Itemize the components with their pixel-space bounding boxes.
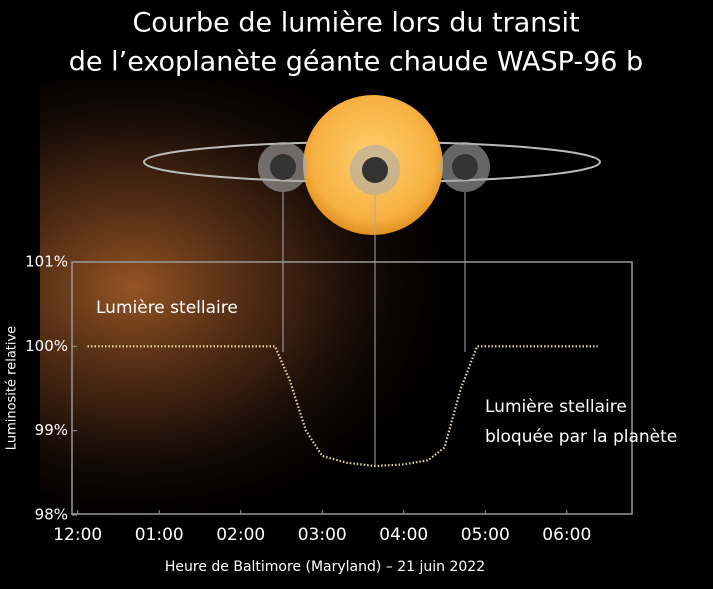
y-tick-label: 101%	[25, 253, 68, 271]
annotation: Lumière stellaire	[96, 298, 238, 318]
x-axis-label: Heure de Baltimore (Maryland) – 21 juin …	[165, 559, 485, 575]
y-tick-label: 100%	[25, 337, 68, 355]
y-axis-label: Luminosité relative	[5, 326, 20, 450]
planets	[258, 142, 490, 195]
x-tick-label: 04:00	[379, 525, 428, 545]
chart-title: Courbe de lumière lors du transit	[132, 8, 579, 39]
annotation: Lumière stellaire	[485, 397, 627, 417]
annotation: bloquée par la planète	[485, 427, 677, 447]
x-tick-label: 01:00	[135, 525, 184, 545]
x-tick-label: 03:00	[298, 525, 347, 545]
guide-lines	[282, 192, 466, 465]
plot-frame	[71, 261, 633, 515]
x-tick-label: 12:00	[53, 525, 102, 545]
y-tick-label: 99%	[35, 421, 68, 439]
x-tick-label: 06:00	[542, 525, 591, 545]
x-tick-label: 02:00	[216, 525, 265, 545]
y-tick-label: 98%	[35, 506, 68, 524]
light-curve	[87, 345, 598, 468]
x-tick-label: 05:00	[461, 525, 510, 545]
chart-title: de l’exoplanète géante chaude WASP-96 b	[69, 47, 643, 78]
